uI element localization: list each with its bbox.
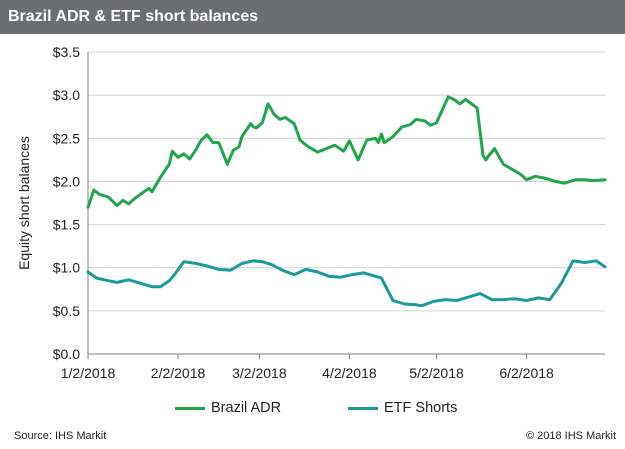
y-tick-label: $3.0 (53, 87, 80, 103)
y-tick-label: $1.0 (53, 260, 80, 276)
y-tick-label: $2.5 (53, 130, 80, 146)
line-chart: $0.0 $0.5 $1.0 $1.5 $2.0 $2.5 $3.0 $3.5 1/2/2018… (16, 44, 607, 381)
x-tick-label: 6/2/2018 (499, 365, 554, 381)
chart-title: Brazil ADR & ETF short balances (0, 0, 625, 34)
x-tick-label: 2/2/2018 (151, 365, 206, 381)
legend-label-etf-shorts: ETF Shorts (384, 400, 458, 416)
series-line-etf-shorts (86, 259, 607, 308)
y-tick-label: $1.5 (53, 217, 80, 233)
source-note: Source: IHS Markit (14, 430, 107, 442)
y-tick-label: $3.5 (53, 44, 80, 60)
y-tick-label: $0.0 (53, 346, 80, 362)
x-tick-label: 4/2/2018 (322, 365, 377, 381)
y-tick-label: $2.0 (53, 173, 80, 189)
x-tick-label: 5/2/2018 (409, 365, 464, 381)
series-line-brazil-adr (86, 95, 607, 209)
x-tick-label: 3/2/2018 (232, 365, 287, 381)
legend-swatch-etf-shorts (348, 407, 378, 410)
y-tick-label: $0.5 (53, 303, 80, 319)
legend-label-brazil-adr: Brazil ADR (211, 400, 282, 416)
legend-swatch-brazil-adr (175, 407, 205, 410)
legend: Brazil ADR ETF Shorts (0, 398, 625, 418)
x-tick-label: 1/2/2018 (61, 365, 116, 381)
y-axis-label: Equity short balances (16, 136, 32, 270)
footer: Source: IHS Markit © 2018 IHS Markit (0, 428, 625, 446)
copyright-note: © 2018 IHS Markit (525, 430, 616, 442)
